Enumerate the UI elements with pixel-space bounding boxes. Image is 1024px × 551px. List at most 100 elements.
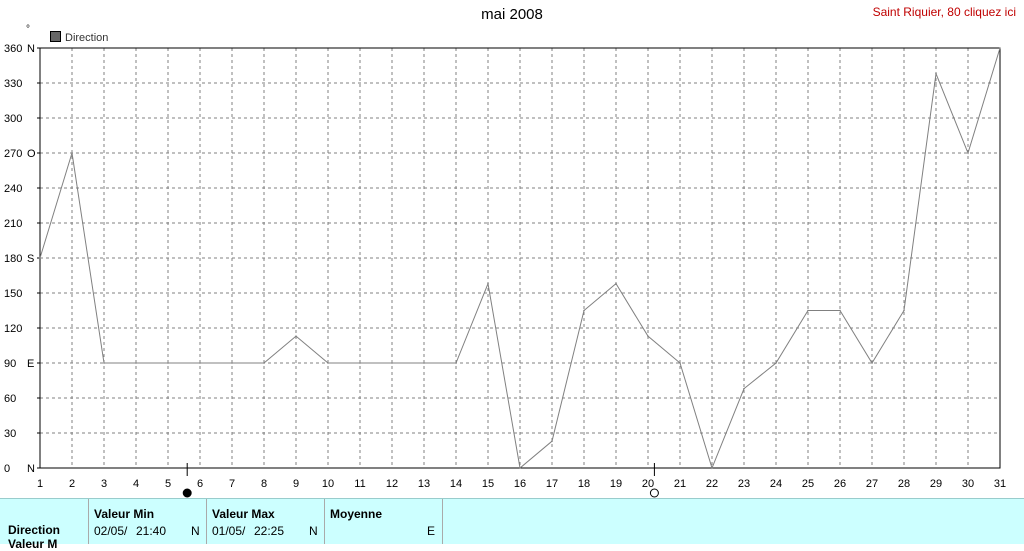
row-label-next: Valeur M [8, 537, 58, 551]
x-tick-label: 2 [69, 478, 75, 490]
data-point [839, 309, 841, 312]
full-moon-icon [649, 488, 659, 498]
y-tick-label: 360 [4, 43, 22, 55]
data-point [967, 152, 969, 154]
data-point [103, 362, 105, 364]
degree-unit-mark: ° [26, 24, 30, 35]
data-point [583, 309, 585, 312]
data-point [807, 309, 809, 312]
max-header: Valeur Max [212, 507, 275, 521]
y-tick-label: 270 [4, 148, 22, 160]
x-tick-label: 28 [898, 478, 910, 490]
data-point [711, 467, 713, 469]
x-tick-label: 7 [229, 478, 235, 490]
y-tick-label: 90 [4, 358, 16, 370]
data-point [199, 362, 201, 364]
y-tick-cardinal: E [27, 358, 34, 370]
data-point [519, 467, 521, 469]
data-point [167, 362, 169, 364]
new-moon-icon [182, 488, 192, 498]
data-point [679, 362, 681, 364]
page-title: mai 2008 [481, 6, 543, 23]
y-tick-cardinal: O [27, 148, 36, 160]
max-time: 22:25 [254, 524, 285, 538]
x-tick-label: 31 [994, 478, 1006, 490]
data-point [71, 152, 73, 154]
station-link[interactable]: Saint Riquier, 80 cliquez ici [872, 5, 1016, 19]
data-point [935, 72, 937, 75]
x-tick-label: 23 [738, 478, 750, 490]
x-tick-label: 12 [386, 478, 398, 490]
data-point [903, 309, 905, 312]
x-tick-label: 15 [482, 478, 494, 490]
data-point [743, 387, 745, 390]
data-point [359, 362, 361, 364]
y-tick-label: 330 [4, 78, 22, 90]
data-point [999, 47, 1001, 49]
data-point [231, 362, 233, 364]
data-point [135, 362, 137, 364]
x-tick-label: 27 [866, 478, 878, 490]
x-tick-label: 26 [834, 478, 846, 490]
chart-legend: Direction [50, 31, 108, 44]
x-tick-label: 17 [546, 478, 558, 490]
y-tick-cardinal: N [27, 463, 35, 475]
data-point [551, 440, 553, 442]
data-point [871, 362, 873, 364]
min-time: 21:40 [136, 524, 167, 538]
data-point [423, 362, 425, 364]
x-tick-label: 4 [133, 478, 139, 490]
x-tick-label: 20 [642, 478, 654, 490]
x-tick-label: 14 [450, 478, 462, 490]
stats-footer: Direction Valeur M Valeur Min 02/05/ 21:… [0, 498, 1024, 551]
min-cell: Valeur Min 02/05/ 21:40 N [88, 499, 206, 544]
x-tick-label: 24 [770, 478, 782, 490]
y-tick-label: 210 [4, 218, 22, 230]
max-cell: Valeur Max 01/05/ 22:25 N [206, 499, 324, 544]
data-point [615, 282, 617, 285]
x-tick-label: 18 [578, 478, 590, 490]
x-tick-label: 13 [418, 478, 430, 490]
x-tick-label: 21 [674, 478, 686, 490]
x-tick-label: 25 [802, 478, 814, 490]
x-tick-label: 11 [354, 478, 365, 490]
max-direction: N [309, 524, 318, 538]
x-tick-label: 8 [261, 478, 267, 490]
legend-swatch [50, 31, 61, 42]
x-tick-label: 1 [37, 478, 43, 490]
y-tick-label: 60 [4, 393, 16, 405]
row-label-direction: Direction [8, 523, 61, 537]
y-tick-cardinal: N [27, 43, 35, 55]
data-point [391, 362, 393, 364]
x-tick-label: 16 [514, 478, 526, 490]
y-tick-label: 30 [4, 428, 16, 440]
data-point [295, 335, 297, 337]
y-tick-label: 150 [4, 288, 22, 300]
x-tick-label: 22 [706, 478, 718, 490]
data-point [775, 362, 777, 364]
data-point [327, 362, 329, 364]
legend-label: Direction [65, 32, 109, 44]
x-tick-label: 29 [930, 478, 942, 490]
y-tick-label: 120 [4, 323, 22, 335]
y-tick-label: 180 [4, 253, 22, 265]
min-date: 02/05/ [94, 524, 128, 538]
data-point [263, 362, 265, 364]
x-tick-label: 10 [322, 478, 334, 490]
data-point [455, 362, 457, 364]
y-tick-label: 0 [4, 463, 10, 475]
x-tick-label: 30 [962, 478, 974, 490]
data-point [647, 335, 649, 337]
x-tick-label: 5 [165, 478, 171, 490]
x-tick-label: 19 [610, 478, 622, 490]
x-tick-label: 6 [197, 478, 203, 490]
x-tick-label: 3 [101, 478, 107, 490]
avg-direction: E [427, 524, 436, 538]
x-tick-label: 9 [293, 478, 299, 490]
min-direction: N [191, 524, 200, 538]
max-date: 01/05/ [212, 524, 246, 538]
avg-cell: Moyenne E [324, 499, 443, 544]
y-tick-cardinal: S [27, 253, 34, 265]
data-point [487, 282, 489, 285]
